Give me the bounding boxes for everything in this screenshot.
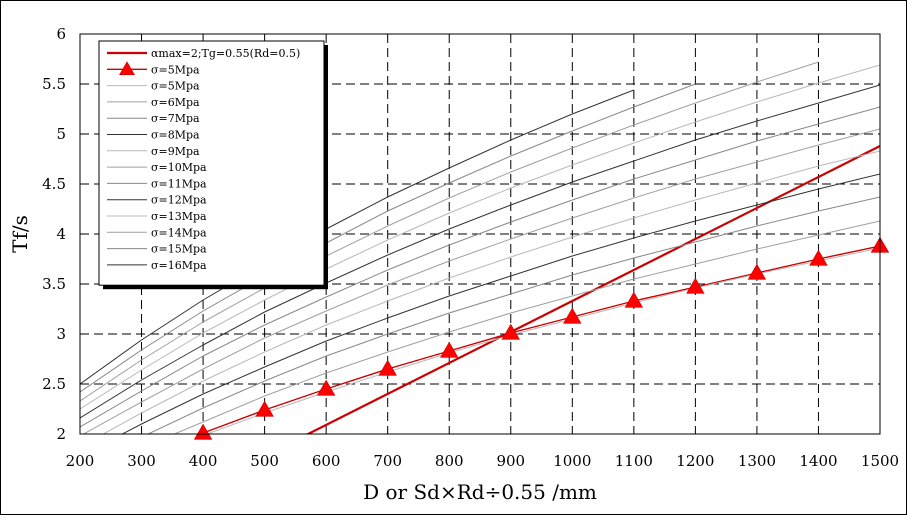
- series-line-12: [80, 83, 696, 393]
- triangle-marker: [440, 341, 459, 358]
- x-tick-label: 800: [435, 452, 464, 470]
- y-tick-label: 2: [56, 425, 66, 443]
- x-tick-label: 1400: [799, 452, 837, 470]
- series-line-13: [80, 89, 634, 385]
- triangle-marker: [316, 379, 336, 396]
- triangle-marker: [193, 423, 213, 440]
- y-tick-label: 2.5: [42, 375, 66, 393]
- series-line-7: [82, 128, 880, 434]
- legend-label: σ=14Mpa: [151, 226, 207, 239]
- triangle-marker: [563, 307, 582, 324]
- legend-label: σ=15Mpa: [151, 243, 207, 256]
- y-tick-label: 3: [56, 325, 66, 343]
- triangle-marker: [809, 249, 828, 266]
- x-tick-label: 700: [373, 452, 402, 470]
- y-axis-title: Tf/s: [8, 215, 32, 253]
- x-tick-label: 300: [127, 452, 156, 470]
- y-tick-label: 4.5: [42, 175, 66, 193]
- series-line-11: [80, 61, 819, 402]
- y-tick-labels: 2 2.5 3 3.5 4 4.5 5 5.5 6: [42, 25, 66, 443]
- series-line-9: [80, 84, 880, 419]
- legend: αmax=2;Tg=0.55(Rd=0.5) σ=5Mpa σ=5Mpa σ=6Mpa…: [98, 40, 328, 290]
- x-tick-label: 1300: [738, 452, 776, 470]
- legend-label: σ=5Mpa: [151, 63, 200, 76]
- y-tick-label: 4: [56, 225, 66, 243]
- x-tick-label: 1200: [676, 452, 714, 470]
- y-tick-label: 5.5: [42, 75, 66, 93]
- x-tick-label: 1000: [553, 452, 591, 470]
- legend-label: σ=11Mpa: [151, 177, 207, 190]
- triangle-marker: [624, 291, 644, 308]
- triangle-marker: [501, 323, 520, 340]
- series-line-5: [121, 173, 880, 434]
- plot-border: [79, 33, 881, 435]
- legend-label: αmax=2;Tg=0.55(Rd=0.5): [151, 47, 300, 60]
- series-line-3: [173, 220, 880, 434]
- series-line-2: [205, 247, 880, 434]
- x-axis-title: D or Sd×Rd÷0.55 /mm: [363, 480, 597, 504]
- x-tick-label: 400: [189, 452, 218, 470]
- x-tick-label: 1100: [615, 452, 653, 470]
- legend-label: σ=16Mpa: [151, 259, 207, 272]
- x-tick-label: 1500: [861, 452, 899, 470]
- triangle-marker: [747, 263, 767, 280]
- x-tick-label: 600: [312, 452, 341, 470]
- triangle-marker: [255, 400, 274, 417]
- x-tick-label: 200: [66, 452, 95, 470]
- series-line-10: [80, 64, 880, 410]
- legend-label: σ=10Mpa: [151, 161, 207, 174]
- legend-label: σ=13Mpa: [151, 210, 207, 223]
- legend-label: σ=5Mpa: [151, 80, 200, 93]
- series-line-0: [305, 145, 880, 434]
- y-tick-label: 5: [56, 125, 66, 143]
- triangle-marker: [378, 359, 397, 376]
- series-line-8: [80, 106, 880, 428]
- legend-marker: [119, 61, 135, 75]
- x-tick-label: 900: [496, 452, 525, 470]
- legend-label: σ=8Mpa: [151, 129, 200, 142]
- legend-label: σ=9Mpa: [151, 145, 200, 158]
- legend-label: σ=7Mpa: [151, 112, 200, 125]
- series-group: [80, 61, 880, 434]
- legend-box: [98, 40, 325, 286]
- y-tick-label: 3.5: [42, 275, 66, 293]
- marker-group: [193, 236, 890, 440]
- series-line-4: [146, 196, 880, 434]
- legend-label: σ=6Mpa: [151, 96, 200, 109]
- x-tick-label: 500: [250, 452, 279, 470]
- x-tick-labels: 200 300 400 500 600 700 800 900 1000 1100 1200 1300…: [66, 452, 899, 470]
- triangle-marker: [686, 277, 705, 294]
- series-line-1: [202, 245, 880, 434]
- legend-label: σ=12Mpa: [151, 194, 207, 207]
- series-line-6: [102, 150, 880, 434]
- y-tick-label: 6: [56, 25, 66, 43]
